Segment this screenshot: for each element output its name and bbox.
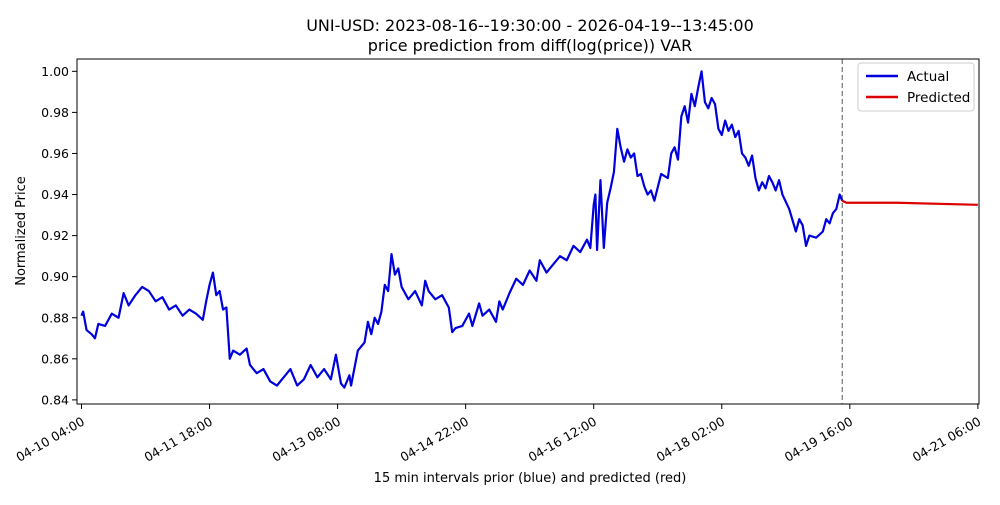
y-tick-label: 0.92	[41, 228, 69, 243]
y-tick-label: 0.84	[41, 392, 69, 407]
series-line-actual	[80, 70, 844, 389]
y-tick-label: 0.96	[41, 146, 69, 161]
x-axis-label: 15 min intervals prior (blue) and predic…	[374, 471, 687, 486]
chart-subtitle: price prediction from diff(log(price)) V…	[368, 36, 692, 55]
y-axis: 0.84 0.86 0.88 0.90 0.92 0.94 0.96 0.98 1.00	[41, 64, 77, 407]
y-tick-label: 0.94	[41, 187, 69, 202]
y-tick-label: 0.90	[41, 269, 69, 284]
y-tick-label: 0.98	[41, 105, 69, 120]
chart-title: UNI-USD: 2023-08-16--19:30:00 - 2026-04-…	[306, 16, 754, 35]
legend-label-actual: Actual	[907, 69, 949, 85]
legend: Actual Predicted	[857, 62, 975, 112]
y-tick-label: 1.00	[41, 64, 69, 79]
legend-label-predicted: Predicted	[907, 90, 970, 106]
y-tick-label: 0.88	[41, 310, 69, 325]
plot-area	[80, 59, 978, 404]
series-line-predicted	[841, 199, 978, 206]
y-axis-label: Normalized Price	[14, 176, 29, 286]
plot-frame	[76, 58, 980, 405]
y-tick-label: 0.86	[41, 351, 69, 366]
